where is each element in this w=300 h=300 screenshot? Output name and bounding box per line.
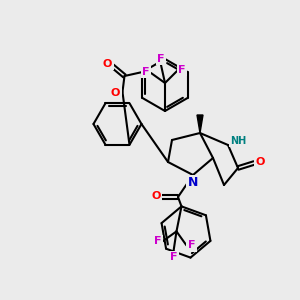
Text: O: O — [151, 191, 161, 201]
Text: O: O — [103, 59, 112, 69]
Text: NH: NH — [230, 136, 246, 146]
Polygon shape — [197, 115, 203, 133]
Text: F: F — [178, 65, 186, 75]
Text: F: F — [188, 240, 195, 250]
Text: F: F — [142, 67, 150, 77]
Text: F: F — [170, 252, 177, 262]
Text: O: O — [111, 88, 120, 98]
Text: N: N — [188, 176, 198, 190]
Text: F: F — [154, 236, 161, 246]
Text: O: O — [255, 157, 265, 167]
Text: F: F — [157, 54, 165, 64]
